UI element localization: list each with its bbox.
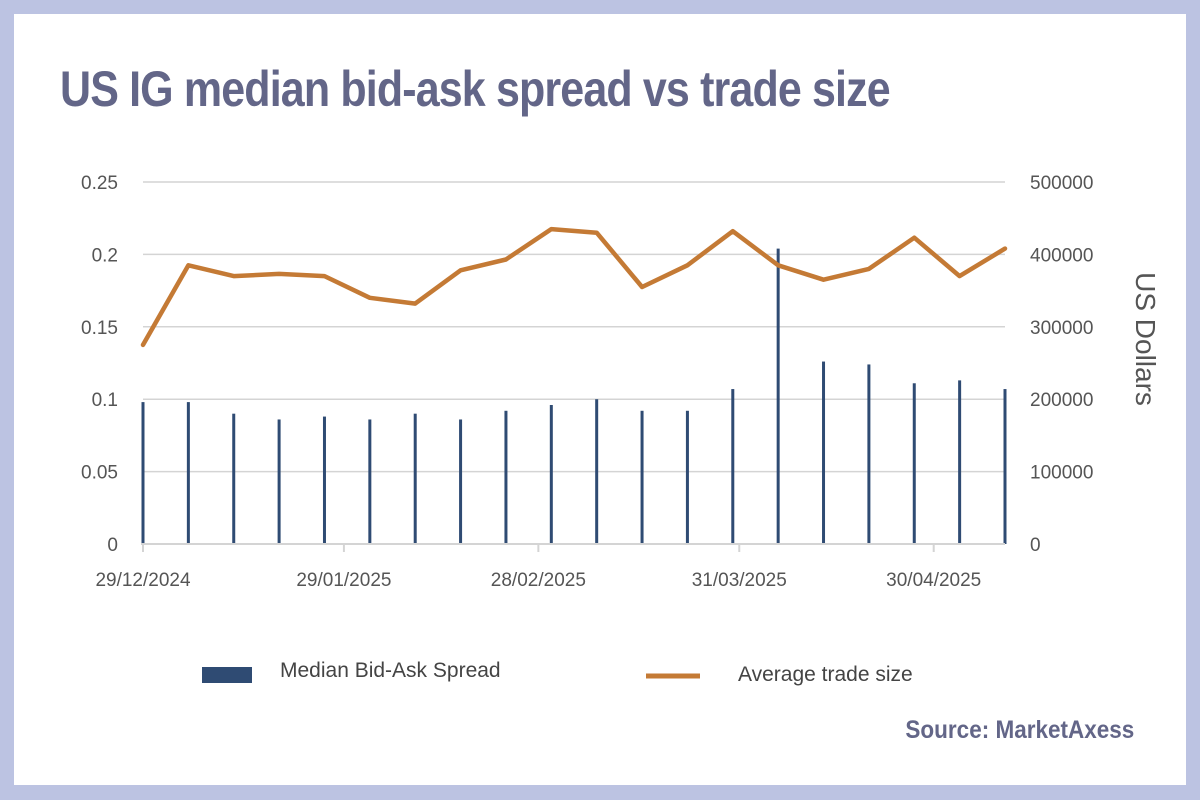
bar [504,410,508,544]
bar [640,410,644,544]
bar [685,410,689,544]
legend-label-line: Average trade size [738,663,913,686]
bar [822,361,826,544]
y-left-tick-label: 0.1 [92,390,118,411]
bar [958,380,962,544]
x-tick-label: 29/01/2025 [296,570,391,591]
gridlines [143,181,1005,473]
bar [186,402,190,544]
bar [322,416,326,544]
y-left-tick-label: 0.25 [81,173,118,194]
y-left-tick-label: 0.15 [81,318,118,339]
x-axis [141,543,1005,552]
legend: Median Bid-Ask Spread Average trade size [202,659,913,686]
legend-swatch-bars [202,667,252,683]
source-note: Source: MarketAxess [905,716,1134,744]
x-tick-label: 30/04/2025 [886,570,981,591]
y-left-tick-label: 0.2 [92,245,118,266]
x-tick-label: 31/03/2025 [692,570,787,591]
x-tick-label: 28/02/2025 [491,570,586,591]
legend-label-bars: Median Bid-Ask Spread [280,659,501,682]
bar [141,402,145,544]
bar [368,419,372,544]
x-tick-label: 29/12/2024 [95,570,191,591]
y-right-tick-label: 200000 [1030,390,1093,411]
bar [459,419,463,544]
bar [413,413,417,544]
bar-series [141,248,1007,544]
y-right-tick-label: 400000 [1030,245,1093,266]
y-left-tick-label: 0.05 [81,463,118,484]
y-right-tick-label: 0 [1030,535,1041,556]
bar [595,399,599,544]
y-right-tick-label: 500000 [1030,173,1093,194]
bar [912,383,916,544]
bar [277,419,281,544]
y-right-tick-label: 100000 [1030,463,1093,484]
average-trade-size-line [140,226,1008,348]
tick-labels: 0 0.05 0.1 0.15 0.2 0.25 0 100000 200000 300000 40… [81,173,1161,591]
bar [1003,389,1007,544]
bar [549,404,553,544]
y-right-tick-label: 300000 [1030,318,1093,339]
bar [232,413,236,544]
chart-title: US IG median bid-ask spread vs trade siz… [60,61,891,117]
bar [776,248,780,544]
line-series [140,226,1008,348]
y-right-axis-title: US Dollars [1130,272,1161,406]
y-left-tick-label: 0 [107,535,118,556]
bar [731,389,735,544]
bar [867,364,871,544]
